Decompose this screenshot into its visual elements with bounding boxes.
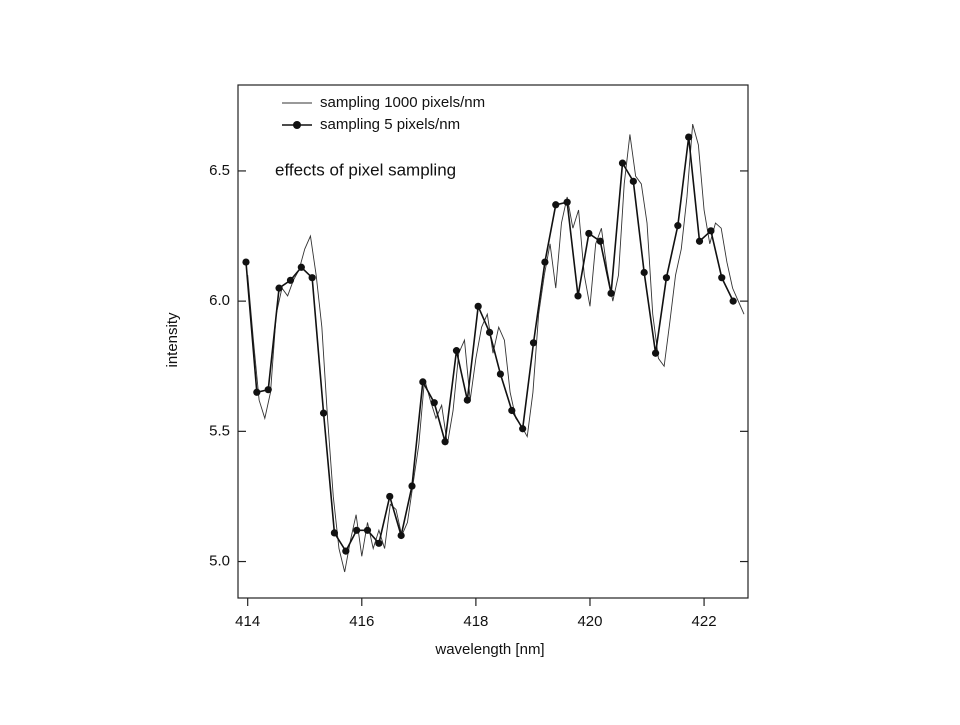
data-point <box>353 526 361 534</box>
series-line <box>245 136 734 553</box>
x-tick-label: 414 <box>235 613 260 630</box>
data-point <box>242 258 250 266</box>
data-point <box>640 268 648 277</box>
y-tick-label: 6.5 <box>209 162 230 179</box>
data-point <box>552 201 560 209</box>
data-point <box>397 531 405 540</box>
data-point <box>685 133 693 141</box>
data-point <box>707 227 715 235</box>
y-tick-label: 6.0 <box>209 292 230 309</box>
data-point <box>441 438 449 446</box>
data-point <box>297 263 305 271</box>
data-point <box>275 284 283 292</box>
data-point <box>651 349 660 357</box>
data-point <box>330 529 339 537</box>
data-point <box>319 409 328 417</box>
data-point <box>574 292 582 300</box>
data-point <box>629 177 637 185</box>
data-point <box>585 229 593 238</box>
data-point <box>596 237 604 245</box>
legend-label: sampling 1000 pixels/nm <box>320 94 485 111</box>
data-point <box>430 399 438 407</box>
x-tick-label: 420 <box>577 613 602 630</box>
data-point <box>308 274 316 282</box>
data-point <box>607 289 615 297</box>
data-point <box>662 274 671 282</box>
data-point <box>674 222 682 230</box>
data-point <box>529 339 538 347</box>
x-axis-label: wavelength [nm] <box>434 641 544 658</box>
x-tick-label: 418 <box>463 613 488 630</box>
data-point <box>729 297 737 305</box>
x-tick-label: 422 <box>692 613 717 630</box>
data-point <box>386 492 394 501</box>
data-point <box>286 276 295 284</box>
data-point <box>496 370 505 378</box>
data-point <box>718 274 726 282</box>
data-point <box>375 539 383 547</box>
legend-marker <box>293 121 301 129</box>
data-point <box>695 237 704 245</box>
series-line <box>247 123 745 573</box>
data-point <box>541 258 549 266</box>
data-point <box>463 396 471 404</box>
y-axis-label: intensity <box>164 312 181 368</box>
data-point <box>485 328 494 336</box>
data-point <box>253 388 261 396</box>
y-tick-label: 5.0 <box>209 553 230 570</box>
data-point <box>474 302 482 310</box>
annotation: effects of pixel sampling <box>275 160 456 179</box>
data-point <box>563 198 571 206</box>
data-point <box>408 482 416 490</box>
legend-label: sampling 5 pixels/nm <box>320 116 460 133</box>
y-tick-label: 5.5 <box>209 422 230 439</box>
plot-frame <box>237 84 749 599</box>
data-point <box>264 386 272 394</box>
data-point <box>508 406 516 415</box>
data-point <box>342 547 350 555</box>
data-point <box>618 159 627 167</box>
x-tick-label: 416 <box>349 613 374 630</box>
data-point <box>452 347 461 355</box>
data-point <box>363 526 372 534</box>
data-point <box>519 425 527 433</box>
data-point <box>419 378 427 386</box>
